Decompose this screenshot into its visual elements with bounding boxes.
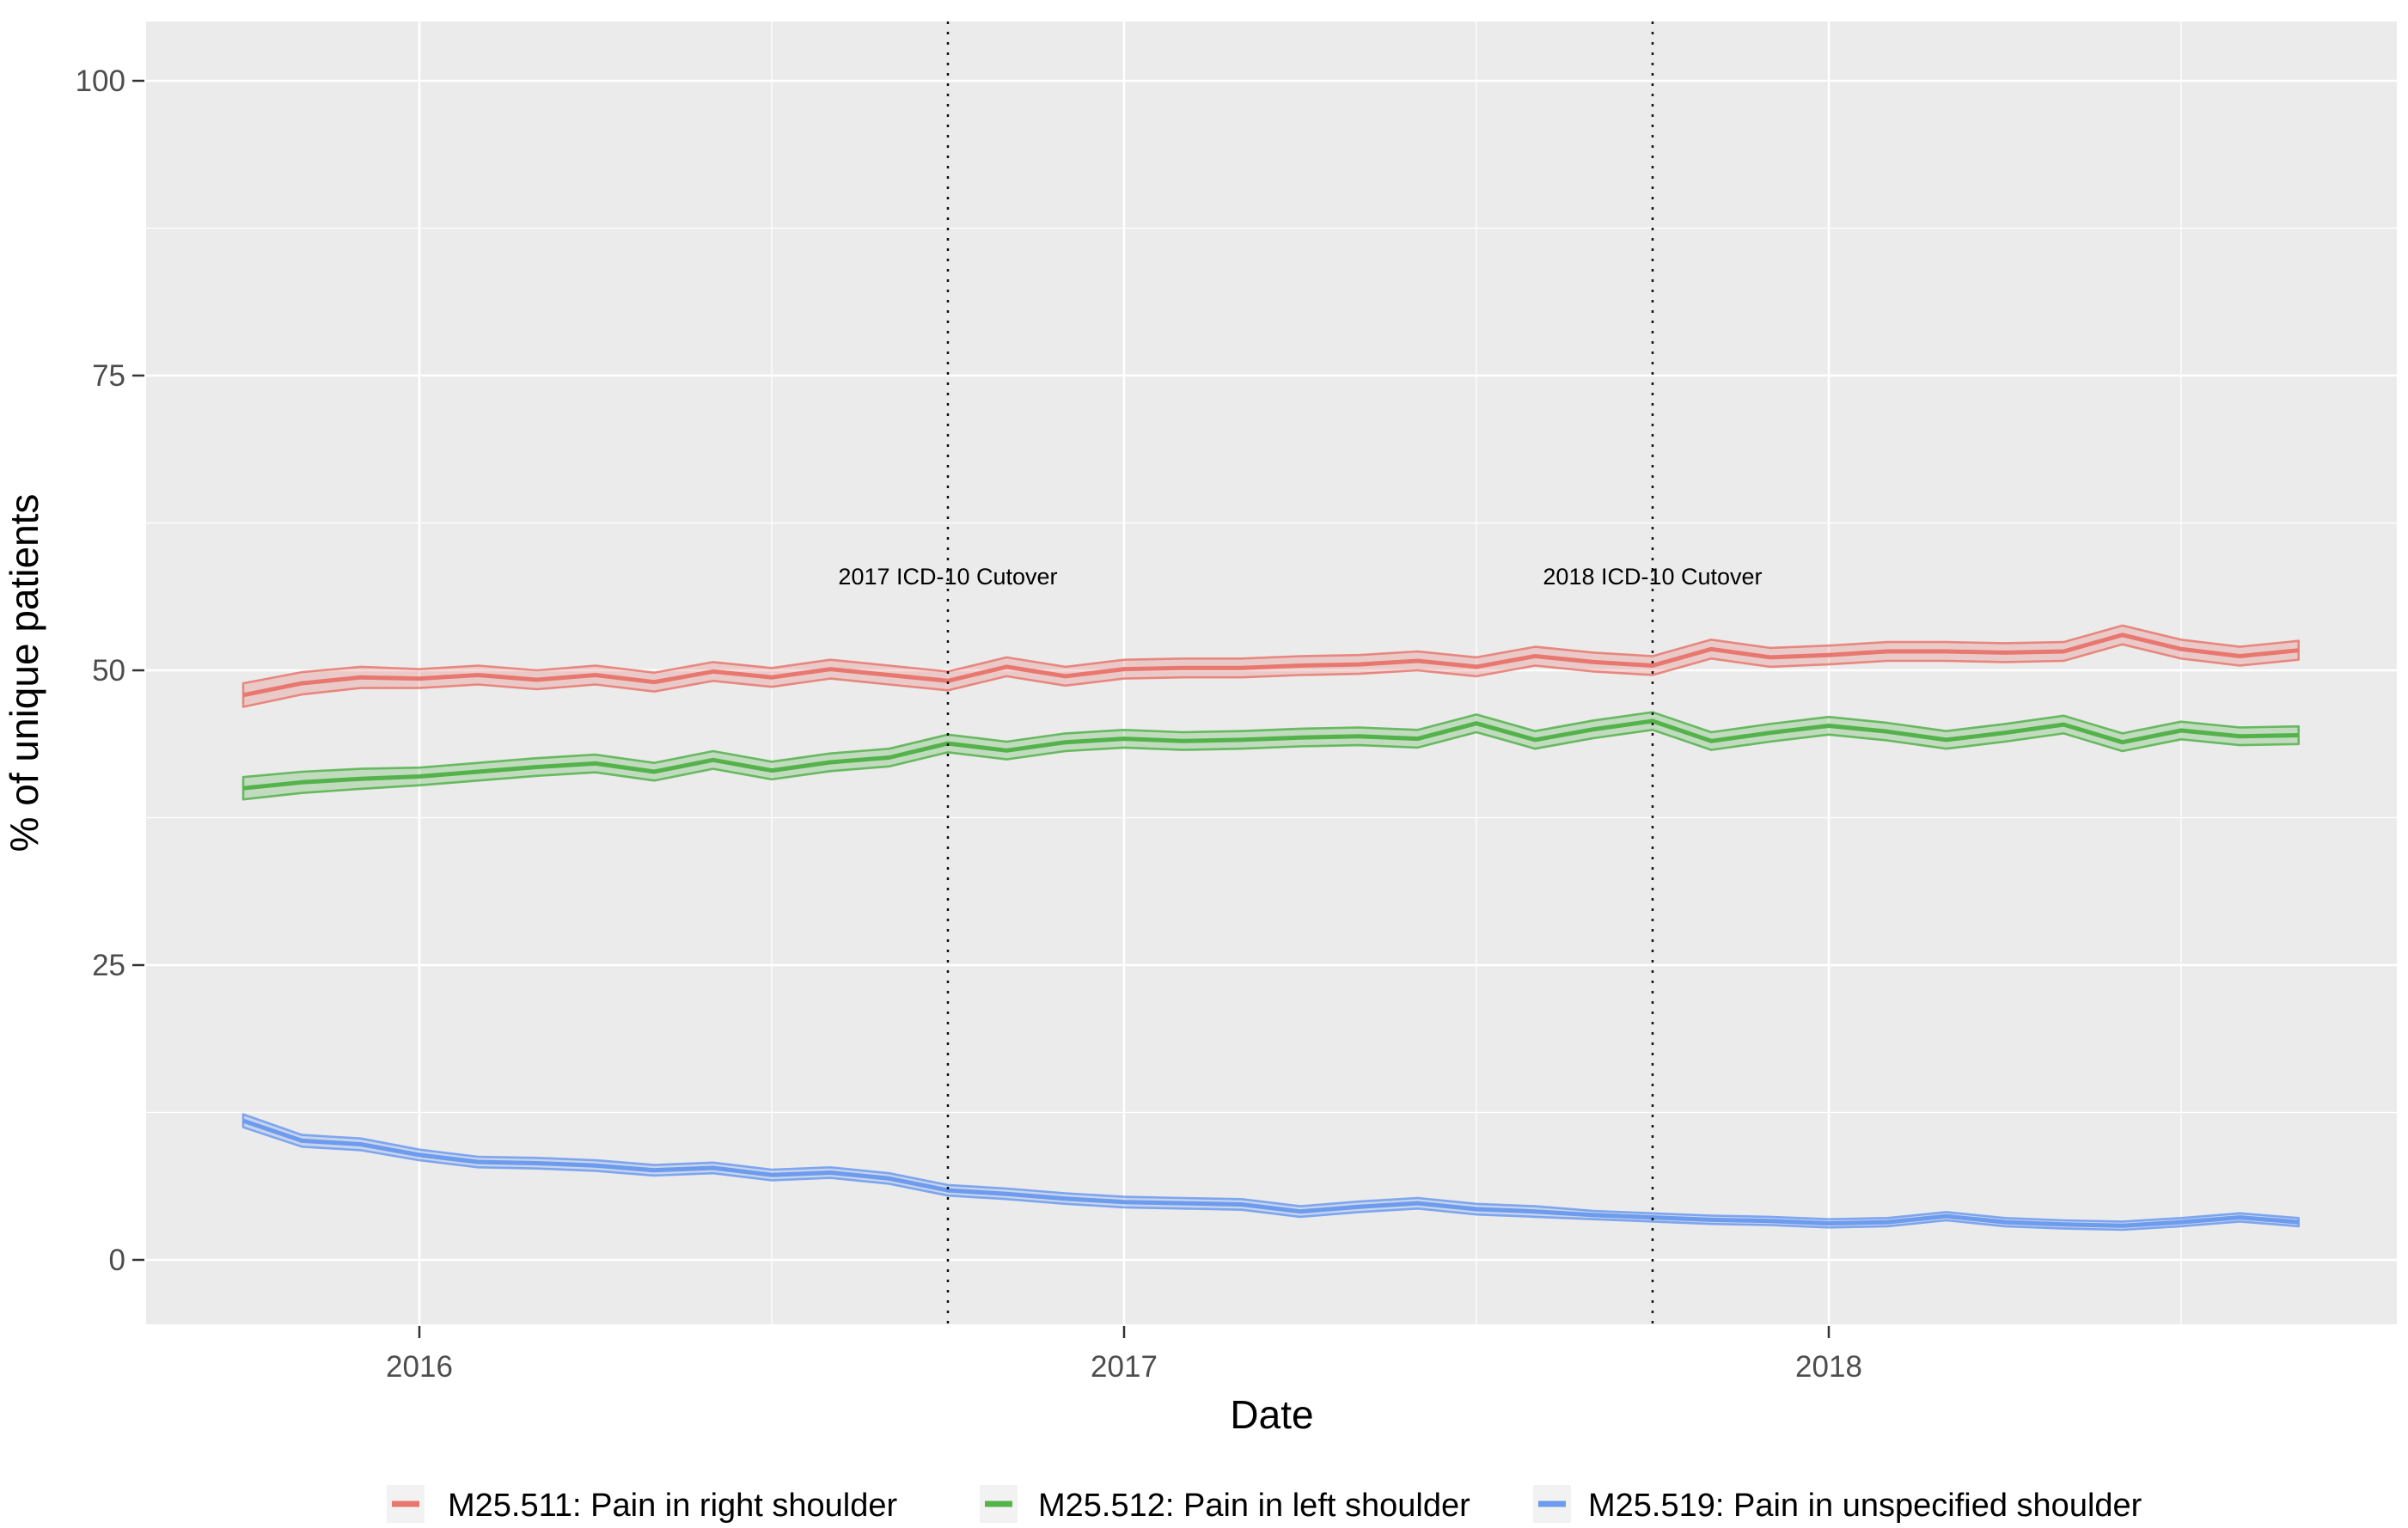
y-axis-title: % of unique patients — [2, 494, 46, 853]
major-gridlines — [146, 21, 2397, 1324]
x-axis-title: Date — [1230, 1392, 1313, 1437]
line-series-1 — [242, 718, 2299, 791]
y-tick-label: 0 — [109, 1244, 125, 1277]
minor-gridlines — [146, 21, 2397, 1324]
legend-label-m25-511: M25.511: Pain in right shoulder — [448, 1488, 898, 1524]
cutover-label-1: 2018 ICD-10 Cutover — [1543, 564, 1762, 590]
y-tick-label: 25 — [92, 949, 125, 982]
cutover-label-0: 2017 ICD-10 Cutover — [838, 564, 1057, 590]
y-tick-label: 100 — [76, 64, 125, 98]
legend-item-m25-512: M25.512: Pain in left shoulder — [980, 1485, 1470, 1524]
legend-item-m25-519: M25.519: Pain in unspecified shoulder — [1533, 1485, 2142, 1524]
y-tick-label: 75 — [92, 359, 125, 393]
x-tick-label: 2016 — [386, 1350, 453, 1384]
line-series-2 — [242, 1118, 2299, 1228]
line-series-0 — [242, 633, 2299, 698]
y-tick-label: 50 — [92, 654, 125, 688]
legend-item-m25-511: M25.511: Pain in right shoulder — [387, 1485, 898, 1524]
cutover-annotations: 2017 ICD-10 Cutover 2018 ICD-10 Cutover — [838, 21, 1763, 1324]
legend-label-m25-519: M25.519: Pain in unspecified shoulder — [1588, 1488, 2142, 1524]
legend-label-m25-512: M25.512: Pain in left shoulder — [1038, 1488, 1470, 1524]
series-lines — [242, 633, 2299, 1228]
legend: M25.511: Pain in right shoulder M25.512:… — [387, 1485, 2142, 1524]
x-tick-label: 2017 — [1091, 1350, 1158, 1384]
plot-panel — [146, 21, 2397, 1324]
axis-ticks: 2016 2017 2018 0 25 50 75 100 — [76, 64, 1862, 1384]
x-tick-label: 2018 — [1795, 1350, 1862, 1384]
